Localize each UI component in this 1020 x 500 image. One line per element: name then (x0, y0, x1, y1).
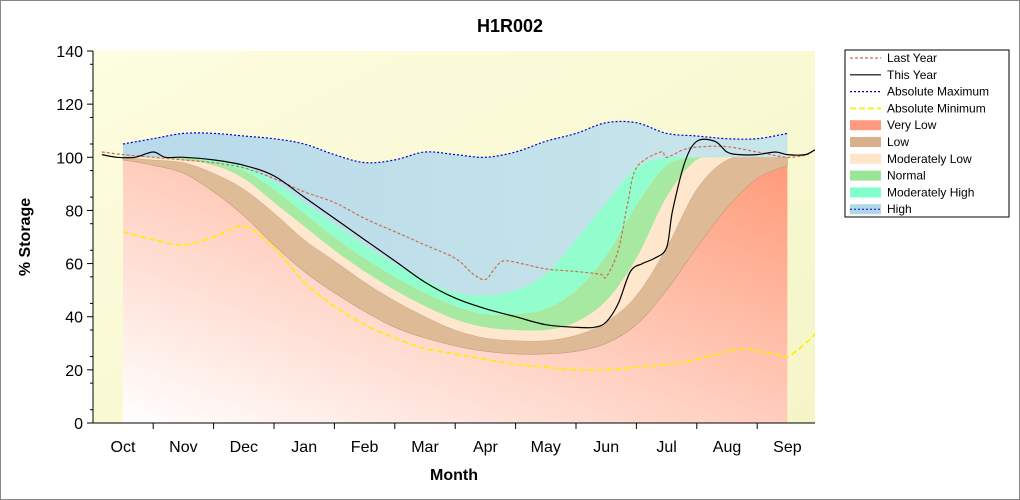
axes: 0 20 40 60 80 100 120 140 Oct Nov Dec Jan Feb Mar Apr M… (56, 44, 815, 456)
legend-item-last-year: Last Year (850, 51, 937, 65)
y-tick-label: 60 (65, 257, 83, 274)
y-tick-label: 0 (74, 416, 83, 433)
y-tick-label: 120 (56, 97, 83, 114)
legend-swatch (850, 153, 881, 164)
legend-label: Low (887, 135, 909, 149)
line-last-year (101, 145, 809, 281)
x-tick-label: Apr (473, 439, 499, 456)
legend-label: Moderately Low (887, 152, 972, 166)
legend-label: Normal (887, 169, 926, 183)
band-high (123, 121, 788, 296)
legend-swatch (850, 137, 881, 147)
y-axis-title: % Storage (17, 198, 34, 276)
x-tick-label: Oct (111, 439, 136, 456)
x-tick-label: Jul (656, 439, 676, 456)
x-axis-title: Month (430, 467, 478, 484)
line-absolute-minimum (122, 225, 815, 371)
legend-swatch (850, 170, 881, 181)
x-tick-label: Nov (169, 439, 197, 456)
legend-label: Absolute Minimum (887, 101, 986, 115)
legend: Last Year This Year Absolute Maximum Absolu… (844, 49, 1010, 218)
band-areas (122, 121, 788, 423)
legend-label: Moderately High (887, 185, 974, 199)
legend-swatch (850, 204, 881, 215)
y-tick-label: 80 (65, 203, 83, 220)
x-tick-label: Feb (351, 439, 379, 456)
legend-item-high: High (850, 202, 912, 216)
x-tick-label: Mar (411, 439, 439, 456)
legend-label: Last Year (887, 51, 937, 65)
legend-swatch (850, 187, 881, 198)
legend-item-normal: Normal (850, 169, 926, 183)
x-tick-label: Jan (291, 439, 317, 456)
line-absolute-maximum (122, 120, 788, 164)
x-tick-label: Dec (230, 439, 258, 456)
y-tick-label: 40 (65, 310, 83, 327)
y-tick-label: 100 (56, 150, 83, 167)
legend-item-low: Low (850, 135, 909, 149)
line-this-year (101, 138, 815, 329)
x-tick-label: Sep (773, 439, 802, 456)
y-tick-label: 140 (56, 44, 83, 61)
y-tick-label: 20 (65, 363, 83, 380)
legend-item-this-year: This Year (850, 68, 937, 82)
legend-item-moderately-low: Moderately Low (850, 152, 972, 166)
legend-label: Absolute Maximum (887, 85, 989, 99)
band-very-low (123, 159, 788, 423)
chart-title: H1R002 (477, 16, 543, 36)
legend-item-absolute-maximum: Absolute Maximum (850, 85, 989, 99)
legend-item-very-low: Very Low (850, 118, 937, 132)
legend-swatch (850, 120, 881, 131)
legend-item-absolute-minimum: Absolute Minimum (850, 101, 986, 115)
x-tick-label: Aug (713, 439, 741, 456)
legend-label: This Year (887, 68, 937, 82)
legend-label: High (887, 202, 912, 216)
x-tick-label: Jun (593, 439, 619, 456)
x-tick-label: May (531, 439, 561, 456)
series-lines (101, 120, 815, 371)
legend-label: Very Low (887, 118, 937, 132)
band-moderately-high (123, 156, 788, 315)
legend-item-moderately-high: Moderately High (850, 185, 974, 199)
